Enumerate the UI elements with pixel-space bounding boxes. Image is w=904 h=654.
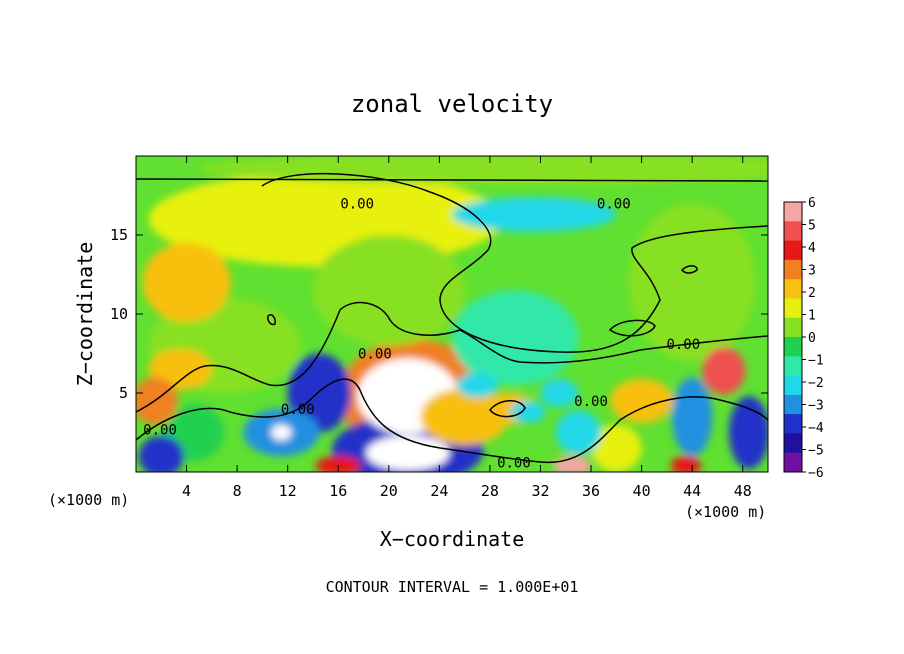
x-unit-label-right: (×1000 m) (685, 503, 766, 521)
x-tick-label: 48 (734, 482, 752, 500)
colorbar-swatch (784, 414, 802, 434)
colorbar-swatch (784, 259, 802, 280)
colorbar-swatch (784, 317, 802, 338)
colorbar-swatch (784, 356, 802, 377)
colorbar-swatch (784, 202, 802, 222)
zero-contour-lines (136, 172, 768, 464)
zero-contour-middle (136, 301, 768, 413)
colorbar-label: −3 (808, 399, 824, 414)
colorbar-label: 1 (808, 309, 816, 324)
x-tick-label: 8 (233, 482, 242, 500)
colorbar-label: 2 (808, 286, 816, 301)
contour-label: 0.00 (281, 402, 315, 418)
x-tick-label: 40 (633, 482, 651, 500)
field-feature (452, 290, 579, 386)
contour-label: 0.00 (574, 394, 608, 410)
y-tick-label: 5 (119, 384, 128, 402)
field-feature (312, 234, 465, 346)
x-tick-label: 32 (531, 482, 549, 500)
field-feature (138, 435, 185, 472)
colorbar-swatch (784, 279, 802, 299)
colorbar-swatch (784, 452, 802, 473)
x-axis: 4 8 12 16 20 24 28 32 36 40 44 48 (182, 156, 752, 500)
contour-interval-note: CONTOUR INTERVAL = 1.000E+01 (326, 578, 579, 596)
field-feature (142, 242, 231, 322)
x-tick-label: 36 (582, 482, 600, 500)
field-feature (315, 456, 361, 472)
x-tick-label: 20 (380, 482, 398, 500)
colorbar-label: 0 (808, 331, 816, 346)
field-feature (136, 377, 178, 425)
colorbar-swatch (784, 337, 802, 357)
zero-contour-closed-2 (681, 265, 698, 274)
zero-contour-closed-3 (267, 313, 276, 326)
y-axis-label: Z−coordinate (73, 242, 97, 387)
x-tick-label: 44 (683, 482, 701, 500)
colorbar-label: 6 (808, 196, 816, 211)
field-feature (702, 347, 746, 395)
zero-contour-closed-4 (489, 400, 526, 418)
zero-contour-lower (136, 378, 768, 464)
x-tick-label: 12 (279, 482, 297, 500)
colorbar-swatch (784, 298, 802, 319)
colorbar-label: −4 (808, 421, 824, 436)
field-feature (670, 456, 702, 472)
colorbar-label: −6 (808, 466, 824, 481)
field-feature (199, 156, 768, 185)
x-tick-label: 24 (430, 482, 448, 500)
contour-labels: 0.00 0.00 0.00 0.00 0.00 0.00 0.00 0.00 (143, 196, 700, 471)
x-unit-label-left: (×1000 m) (48, 491, 129, 509)
zero-contour-upper (261, 172, 768, 353)
contour-label: 0.00 (666, 337, 700, 353)
field-feature (628, 203, 756, 362)
colorbar-label: 3 (808, 264, 816, 279)
chart-title: zonal velocity (351, 90, 553, 118)
y-tick-label: 10 (110, 305, 128, 323)
colorbar-swatch (784, 240, 802, 261)
contour-label: 0.00 (340, 196, 374, 212)
colorbar-label: −5 (808, 444, 824, 459)
field-feature (540, 378, 579, 408)
colorbar-label: −1 (808, 354, 824, 369)
field-feature (457, 372, 498, 398)
contour-label: 0.00 (497, 456, 531, 472)
x-tick-label: 16 (329, 482, 347, 500)
x-tick-label: 28 (481, 482, 499, 500)
colorbar-label: −2 (808, 376, 824, 391)
field-feature (728, 396, 768, 469)
colorbar: 6 5 4 3 2 1 0 −1 −2 −3 −4 −5 −6 (783, 196, 824, 481)
colorbar-swatch (784, 375, 802, 396)
y-tick-label: 15 (110, 226, 128, 244)
x-tick-label: 4 (182, 482, 191, 500)
zero-contour-closed-1 (608, 319, 656, 337)
field-feature (451, 197, 617, 232)
field-feature (366, 435, 450, 471)
field-feature (671, 377, 713, 457)
colorbar-swatch (784, 221, 802, 242)
colorbar-swatch (784, 394, 802, 415)
contour-label: 0.00 (143, 422, 177, 438)
colorbar-swatch (784, 433, 802, 454)
contour-label: 0.00 (597, 196, 631, 212)
field-blobs (136, 156, 768, 472)
colorbar-label: 4 (808, 241, 816, 256)
velocity-field (136, 156, 768, 472)
colorbar-label: 5 (808, 219, 816, 234)
plot-area: 0.00 0.00 0.00 0.00 0.00 0.00 0.00 0.00 (135, 155, 769, 473)
field-feature (510, 400, 546, 424)
contour-label: 0.00 (358, 347, 392, 363)
y-axis: 5 10 15 (110, 226, 768, 402)
x-axis-label: X−coordinate (380, 527, 525, 551)
field-feature (271, 424, 292, 441)
field-feature (610, 378, 674, 424)
zero-contour-top (136, 178, 768, 182)
field-feature (555, 410, 602, 455)
